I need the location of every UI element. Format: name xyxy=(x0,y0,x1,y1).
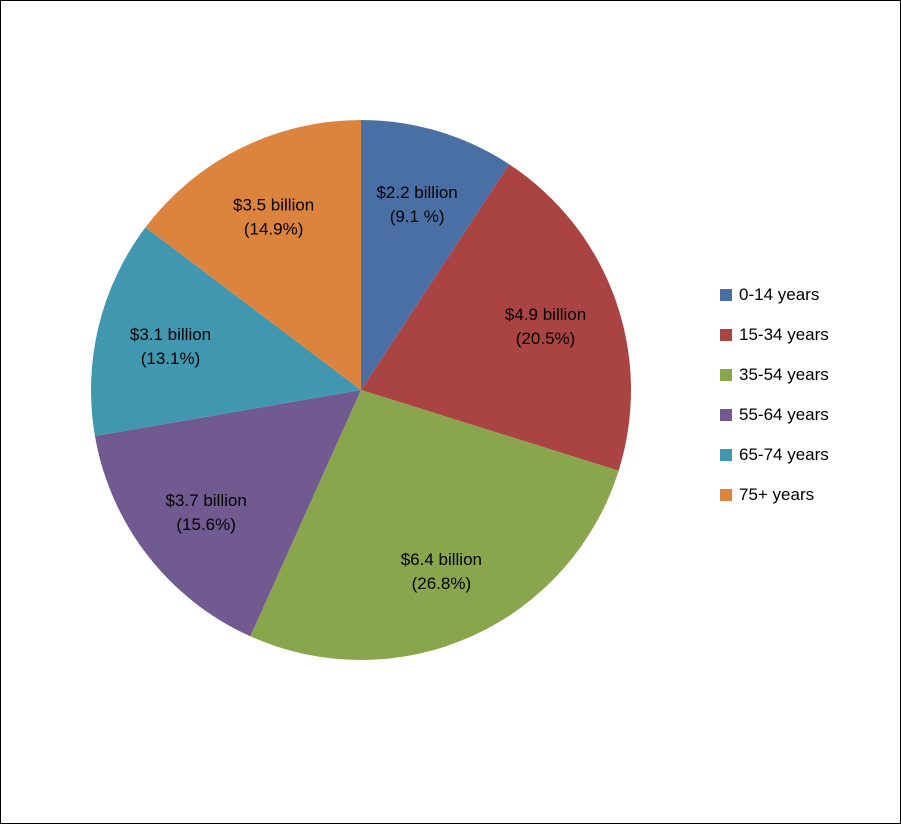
legend-swatch xyxy=(720,409,732,421)
legend-label: 0-14 years xyxy=(739,285,820,304)
legend-label: 65-74 years xyxy=(739,445,829,464)
legend-item-35-54: 35-54 years xyxy=(720,355,829,395)
slice-label-0-14: $2.2 billion (9.1 %) xyxy=(376,183,457,226)
legend-swatch xyxy=(720,369,732,381)
legend-swatch xyxy=(720,289,732,301)
legend: 0-14 years 15-34 years 35-54 years 55-64… xyxy=(720,275,829,515)
pie-slice-75-plus xyxy=(145,120,361,390)
legend-label: 35-54 years xyxy=(739,365,829,384)
legend-item-55-64: 55-64 years xyxy=(720,395,829,435)
pie-slice-0-14 xyxy=(361,120,510,390)
legend-label: 55-64 years xyxy=(739,405,829,424)
legend-item-75-plus: 75+ years xyxy=(720,475,829,515)
legend-label: 75+ years xyxy=(739,485,815,504)
legend-item-65-74: 65-74 years xyxy=(720,435,829,475)
legend-label: 15-34 years xyxy=(739,325,829,344)
pie-slice-65-74 xyxy=(90,227,361,437)
pie-slice-35-54 xyxy=(250,390,619,660)
slice-label-15-34: $4.9 billion (20.5%) xyxy=(505,305,586,348)
pie-labels: $2.2 billion (9.1 %) $4.9 billion (20.5%) $6… xyxy=(130,183,586,593)
slice-label-75-plus: $3.5 billion (14.9%) xyxy=(233,196,314,239)
pie-slices xyxy=(90,120,631,660)
pie-slice-15-34 xyxy=(361,164,631,471)
legend-item-15-34: 15-34 years xyxy=(720,315,829,355)
slice-label-35-54: $6.4 billion (26.8%) xyxy=(401,550,482,593)
legend-swatch xyxy=(720,329,732,341)
legend-item-0-14: 0-14 years xyxy=(720,275,829,315)
legend-swatch xyxy=(720,489,732,501)
legend-swatch xyxy=(720,449,732,461)
slice-label-55-64: $3.7 billion (15.6%) xyxy=(166,491,247,534)
slice-label-65-74: $3.1 billion (13.1%) xyxy=(130,325,211,368)
pie-slice-55-64 xyxy=(94,390,362,637)
